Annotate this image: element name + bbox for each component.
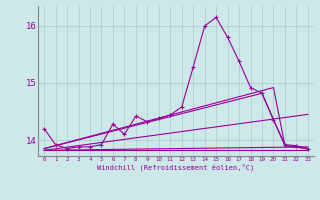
X-axis label: Windchill (Refroidissement éolien,°C): Windchill (Refroidissement éolien,°C) bbox=[97, 164, 255, 171]
